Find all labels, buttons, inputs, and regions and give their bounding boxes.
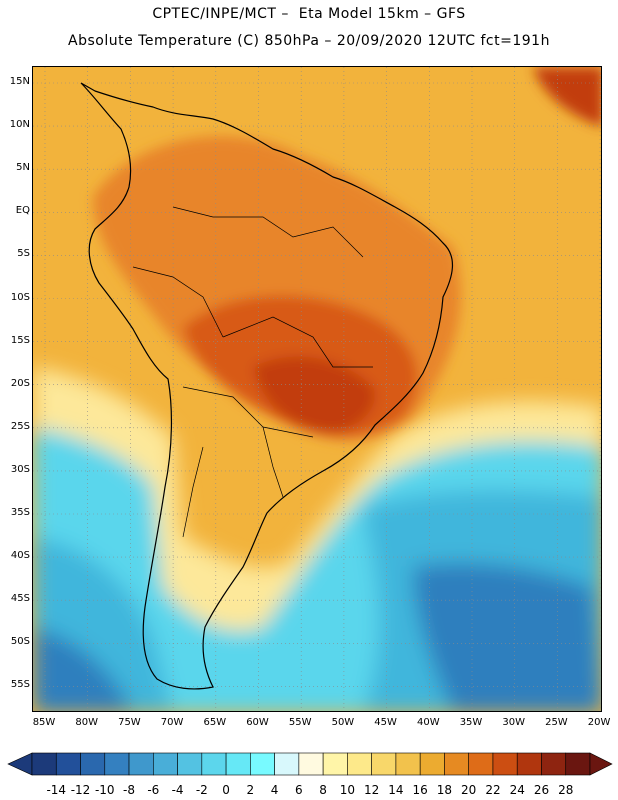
lon-label: 40W <box>416 717 440 728</box>
colorbar-swatch <box>250 752 275 776</box>
colorbar-arrow-right <box>589 752 613 776</box>
colorbar-label: -12 <box>70 783 91 797</box>
field-ne-corner-hot <box>533 67 601 127</box>
map-gridlines <box>33 67 601 711</box>
colorbar-swatch <box>153 752 178 776</box>
colorbar-swatch <box>298 752 324 776</box>
lon-label: 45W <box>374 717 397 728</box>
colorbar-label: 16 <box>412 783 428 797</box>
colorbar <box>7 752 613 776</box>
colorbar-swatch <box>395 752 421 776</box>
colorbar-label: 4 <box>270 783 279 797</box>
chart-title-line2: Absolute Temperature (C) 850hPa – 20/09/… <box>68 33 550 49</box>
colorbar-arrow-left <box>7 752 33 776</box>
colorbar-swatch <box>201 752 227 776</box>
colorbar-swatch <box>419 752 445 776</box>
colorbar-label: 22 <box>485 783 501 797</box>
colorbar-label: -4 <box>171 783 184 797</box>
colorbar-label: -6 <box>147 783 160 797</box>
country-borders <box>132 206 373 538</box>
colorbar-label: 12 <box>364 783 380 797</box>
colorbar-label: 26 <box>533 783 550 797</box>
colorbar-swatch <box>274 752 300 776</box>
lon-label: 20W <box>587 717 611 728</box>
map-canvas <box>33 67 601 711</box>
lat-label: 20S <box>10 377 30 389</box>
colorbar-label: 8 <box>319 783 327 797</box>
colorbar-label: 24 <box>509 783 525 797</box>
temperature-map <box>32 66 602 712</box>
colorbar-swatch <box>31 752 57 776</box>
lon-label: 80W <box>75 717 98 728</box>
colorbar-swatch <box>541 752 567 776</box>
colorbar-swatch <box>444 752 469 776</box>
lat-label: 40S <box>10 550 30 562</box>
lat-label: 5S <box>17 248 30 260</box>
chart-title-line1: CPTEC/INPE/MCT – Eta Model 15km – GFS <box>152 6 466 22</box>
colorbar-swatch <box>565 752 591 776</box>
lat-label: 45S <box>10 593 30 605</box>
colorbar-swatch <box>516 752 542 776</box>
lon-label: 75W <box>118 717 141 728</box>
field-core-hottest <box>253 356 375 433</box>
lon-label: 65W <box>203 717 227 728</box>
colorbar-swatch <box>371 752 397 776</box>
colorbar-swatch <box>347 752 372 776</box>
lat-label: 25S <box>10 420 30 432</box>
colorbar-swatch <box>225 752 251 776</box>
colorbar-swatch <box>104 752 130 776</box>
colorbar-label: 14 <box>388 783 404 797</box>
lat-label: 50S <box>10 636 30 648</box>
colorbar-label: -10 <box>94 783 115 797</box>
lon-label: 50W <box>331 717 355 728</box>
lon-label: 25W <box>545 717 568 728</box>
lat-label: 15N <box>9 76 30 87</box>
colorbar-swatch <box>322 752 348 776</box>
colorbar-swatch <box>80 752 106 776</box>
colorbar-label: 10 <box>339 783 356 797</box>
colorbar-label: 6 <box>295 783 303 797</box>
lon-label: 85W <box>32 717 56 728</box>
lon-label: 35W <box>459 717 483 728</box>
lon-label: 60W <box>246 717 269 728</box>
field-cold-deep <box>33 563 601 711</box>
colorbar-swatch <box>492 752 518 776</box>
lat-label: 10N <box>9 119 30 131</box>
lon-label: 55W <box>288 717 312 728</box>
colorbar-swatch <box>128 752 154 776</box>
colorbar-label: -14 <box>46 783 67 797</box>
coastline <box>80 82 453 690</box>
lat-label: 10S <box>10 291 30 303</box>
colorbar-swatch <box>55 752 81 776</box>
colorbar-label: 0 <box>222 783 230 797</box>
colorbar-label: -2 <box>195 783 208 797</box>
lat-label: 35S <box>10 507 30 518</box>
lat-label: 15S <box>10 334 30 346</box>
lat-label: 5N <box>16 162 30 174</box>
lon-label: 30W <box>502 717 525 728</box>
cold-air-field <box>33 367 601 711</box>
warm-air-field <box>93 67 601 441</box>
lon-label: 70W <box>160 717 184 728</box>
colorbar-swatch <box>468 752 494 776</box>
colorbar-label: 20 <box>461 783 477 797</box>
colorbar-label: 28 <box>558 783 574 797</box>
colorbar-label: 2 <box>246 783 255 797</box>
colorbar-label: -8 <box>123 783 136 797</box>
colorbar-swatch <box>177 752 203 776</box>
lat-label: EQ <box>15 205 30 217</box>
lat-label: 55S <box>10 679 30 691</box>
lat-label: 30S <box>10 463 30 475</box>
colorbar-label: 18 <box>436 783 453 797</box>
